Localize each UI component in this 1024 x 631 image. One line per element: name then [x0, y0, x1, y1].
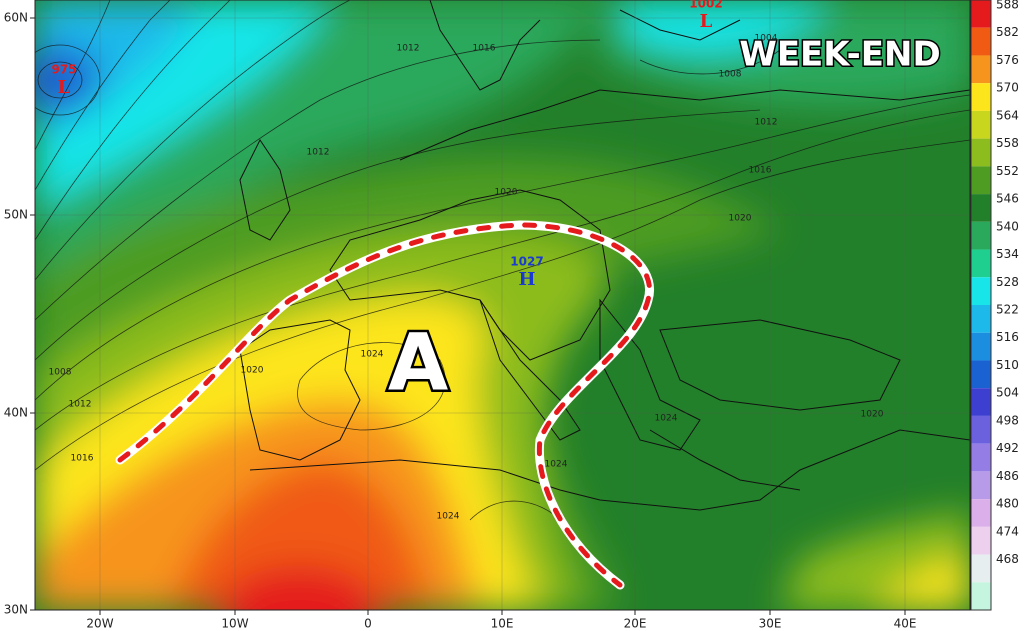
isobar-label: 1020: [729, 214, 752, 224]
isobar-label: 1016: [749, 166, 772, 176]
graticule: [35, 0, 970, 610]
center-value: 1002: [689, 0, 722, 11]
lon-label: 20E: [624, 617, 647, 631]
colorbar-label: 540: [996, 219, 1019, 233]
isobar-label: 1012: [755, 118, 778, 128]
center-letter: H: [518, 269, 535, 290]
isobar-label: 1008: [719, 70, 742, 80]
colorbar-label: 528: [996, 275, 1019, 289]
colorbar-label: 504: [996, 386, 1019, 400]
colorbar-label: 480: [996, 497, 1019, 511]
colorbar-cell: [971, 360, 991, 389]
colorbar-cell: [971, 138, 991, 167]
coastlines: [239, 0, 970, 511]
colorbar-cell: [971, 388, 991, 416]
colorbar-label: 582: [996, 25, 1019, 39]
height-field: [35, 0, 970, 610]
isobar-label: 1024: [437, 512, 460, 522]
colorbar-label: 486: [996, 469, 1019, 483]
colorbar-cell: [971, 443, 991, 472]
isobar-label: 1024: [655, 414, 678, 424]
colorbar-cell: [971, 166, 991, 195]
colorbar-cell: [971, 55, 991, 84]
isobar-label: 1012: [69, 400, 92, 410]
colorbar-label: 474: [996, 524, 1019, 538]
isobar-label: 1016: [71, 454, 94, 464]
colorbar-label: 498: [996, 413, 1019, 427]
colorbar-cell: [971, 305, 991, 333]
colorbar-cell: [971, 249, 991, 278]
colorbar-label: 534: [996, 247, 1019, 261]
colorbar-cell: [971, 83, 991, 111]
colorbar-cell: [971, 471, 991, 500]
colorbar-label: 570: [996, 81, 1019, 95]
center-value: 1027: [510, 255, 543, 269]
lon-label: 10W: [221, 617, 248, 631]
colorbar-cell: [971, 582, 991, 610]
isobar-label: 1020: [241, 366, 264, 376]
lat-label: 40N: [4, 406, 28, 420]
colorbar-frame: [970, 0, 992, 611]
isobar-label: 1004: [755, 34, 778, 44]
ridge-axis: [117, 222, 652, 588]
colorbar-cell: [971, 27, 991, 56]
lat-label: 30N: [4, 603, 28, 617]
colorbar-label: 492: [996, 441, 1019, 455]
isobar-label: 1024: [361, 350, 384, 360]
colorbar-label: 546: [996, 192, 1019, 206]
colorbar-cell: [971, 554, 991, 583]
lon-label: 10E: [491, 617, 514, 631]
colorbar-cell: [971, 332, 991, 361]
colorbar-label: 522: [996, 303, 1019, 317]
isobar-label: 1008: [49, 368, 72, 378]
center-letter: L: [58, 77, 71, 98]
colorbar-cell: [971, 499, 991, 527]
lat-label: 60N: [4, 11, 28, 25]
isobar-label: 1020: [861, 410, 884, 420]
colorbar-label: 510: [996, 358, 1019, 372]
colorbar-label: 588: [996, 0, 1019, 12]
isobar-label: 1012: [397, 44, 420, 54]
colorbar-cell: [971, 0, 991, 28]
isobar-label: 1020: [495, 188, 518, 198]
center-value: 975: [51, 63, 76, 77]
colorbar-label: 558: [996, 136, 1019, 150]
lon-label: 30E: [759, 617, 782, 631]
isobar-label: 1012: [307, 148, 330, 158]
colorbar-label: 468: [996, 552, 1019, 566]
colorbar-cell: [971, 221, 991, 250]
colorbar-label: 516: [996, 330, 1019, 344]
lon-label: 40E: [894, 617, 917, 631]
colorbar-label: 552: [996, 164, 1019, 178]
colorbar-cell: [971, 194, 991, 222]
lat-label: 50N: [4, 208, 28, 222]
colorbar-cell: [971, 110, 991, 139]
colorbar-label: 564: [996, 108, 1019, 122]
isobars: [35, 0, 970, 521]
colorbar-label: 576: [996, 53, 1019, 67]
lon-label: 0: [364, 617, 372, 631]
anticyclone-letter: A: [388, 318, 448, 408]
lon-label: 20W: [86, 617, 113, 631]
isobar-label: 1016: [473, 44, 496, 54]
colorbar-cell: [971, 415, 991, 444]
isobar-label: 1024: [545, 460, 568, 470]
center-letter: L: [700, 11, 713, 32]
colorbar-cell: [971, 526, 991, 555]
colorbar-cell: [971, 277, 991, 305]
map-title: WEEK-END: [739, 35, 940, 75]
